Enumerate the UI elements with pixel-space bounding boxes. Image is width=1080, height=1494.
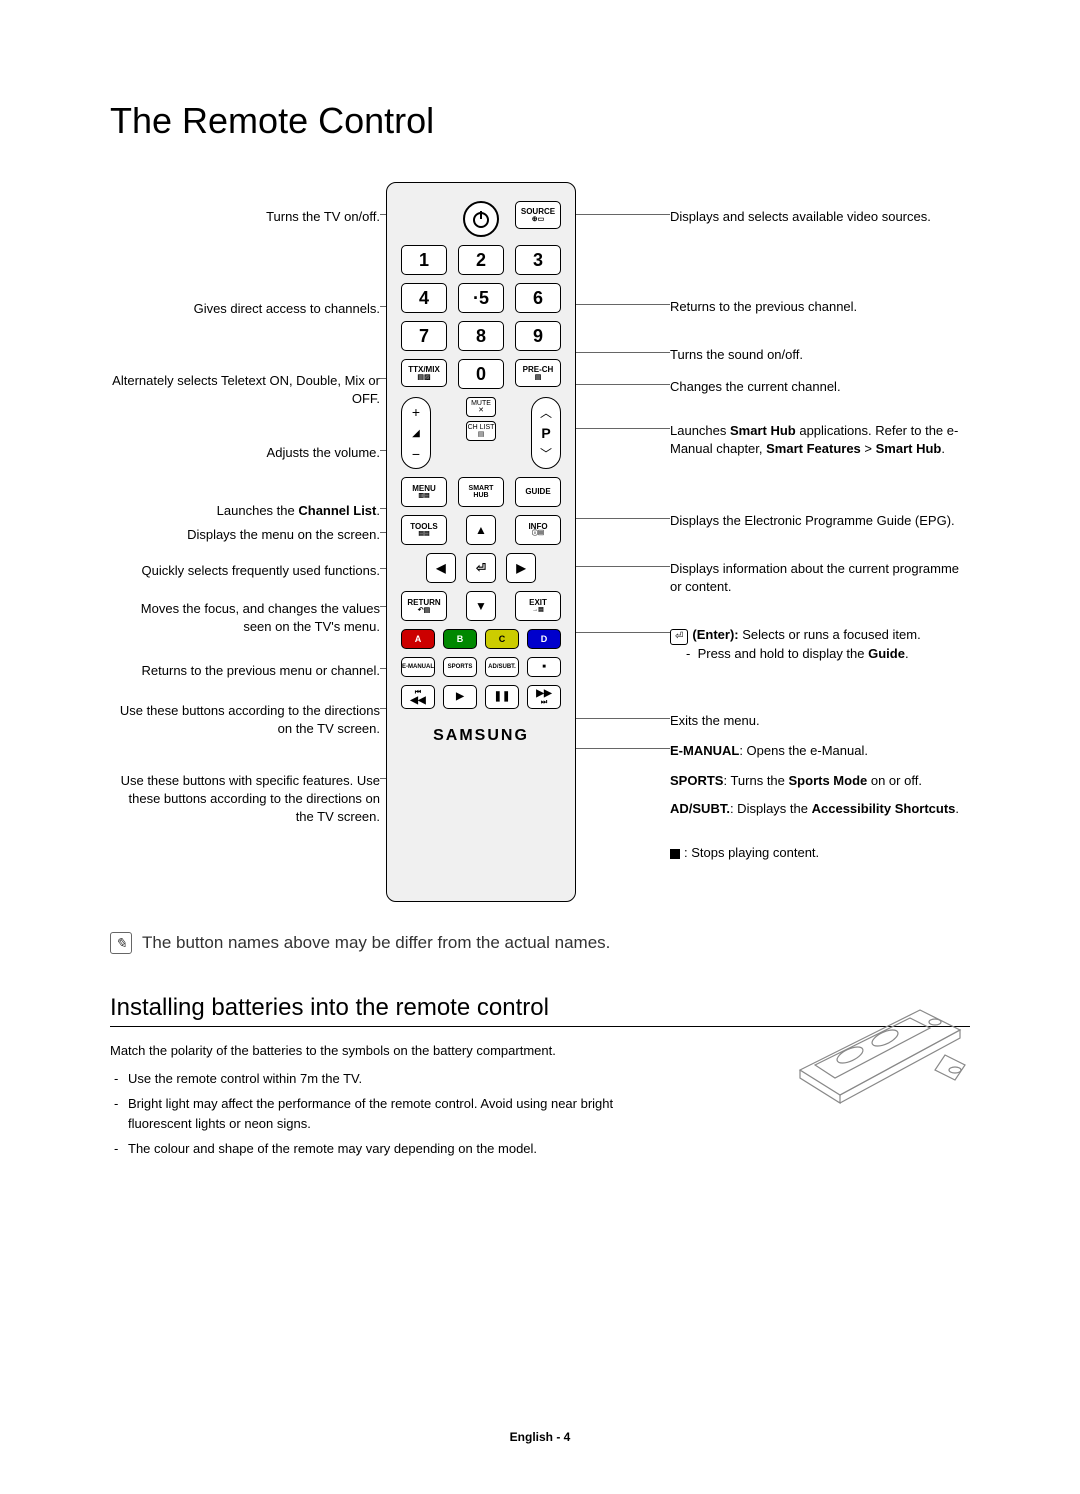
sports-button: SPORTS [443, 657, 477, 677]
pause-button: ❚❚ [485, 685, 519, 709]
label-emanual: E-MANUAL: Opens the e-Manual. [670, 742, 970, 760]
guide-button: GUIDE [515, 477, 561, 507]
play-button: ▶ [443, 685, 477, 709]
exit-button: EXIT→▤ [515, 591, 561, 621]
down-arrow: ▼ [466, 591, 496, 621]
label-guide: Displays the Electronic Programme Guide … [670, 512, 970, 530]
list-item: Bright light may affect the performance … [110, 1094, 670, 1133]
list-item: The colour and shape of the remote may v… [110, 1139, 670, 1159]
label-focus: Moves the focus, and changes the values … [110, 600, 380, 636]
forward-button: ▶▶⏭ [527, 685, 561, 709]
label-enter: ⏎(Enter): Selects or runs a focused item… [670, 626, 970, 663]
color-b-button: B [443, 629, 477, 649]
prech-button: PRE-CH▤ [515, 359, 561, 387]
note-icon: ✎ [110, 932, 132, 954]
label-tools: Quickly selects frequently used function… [110, 562, 380, 580]
num-5: ·5 [458, 283, 504, 313]
num-8: 8 [458, 321, 504, 351]
label-color: Use these buttons according to the direc… [110, 702, 380, 738]
num-9: 9 [515, 321, 561, 351]
num-0: 0 [458, 359, 504, 389]
label-power: Turns the TV on/off. [110, 208, 380, 226]
num-1: 1 [401, 245, 447, 275]
left-arrow: ◀ [426, 553, 456, 583]
page-title: The Remote Control [110, 100, 970, 142]
channel-rocker: ︿P﹀ [531, 397, 561, 469]
label-playback: Use these buttons with specific features… [110, 772, 380, 827]
label-exit: Exits the menu. [670, 712, 970, 730]
brand-logo: SAMSUNG [401, 727, 561, 745]
note: ✎ The button names above may be differ f… [110, 932, 970, 954]
volume-rocker: +◢− [401, 397, 431, 469]
label-sports: SPORTS: Turns the Sports Mode on or off. [670, 772, 970, 790]
num-4: 4 [401, 283, 447, 313]
emanual-button: E-MANUAL [401, 657, 435, 677]
page-footer: English - 4 [0, 1430, 1080, 1444]
enter-button: ⏎ [466, 553, 496, 583]
label-info: Displays information about the current p… [670, 560, 970, 596]
rewind-button: ⏮◀◀ [401, 685, 435, 709]
adsubt-button: AD/SUBT. [485, 657, 519, 677]
battery-illustration [780, 1000, 980, 1110]
list-item: Use the remote control within 7m the TV. [110, 1069, 670, 1089]
label-smarthub: Launches Smart Hub applications. Refer t… [670, 422, 970, 458]
num-3: 3 [515, 245, 561, 275]
remote-body: SOURCE⊕▭ 1 2 3 4 ·5 6 7 8 9 TTX/MIX▤▨ 0 … [386, 182, 576, 902]
smarthub-button: SMARTHUB [458, 477, 504, 507]
num-7: 7 [401, 321, 447, 351]
label-mute: Turns the sound on/off. [670, 346, 970, 364]
chlist-button: CH LIST▤ [466, 421, 496, 441]
right-arrow: ▶ [506, 553, 536, 583]
source-button: SOURCE⊕▭ [515, 201, 561, 229]
label-menu: Displays the menu on the screen. [110, 526, 380, 544]
return-button: RETURN↶▤ [401, 591, 447, 621]
label-channels: Gives direct access to channels. [110, 300, 380, 318]
color-a-button: A [401, 629, 435, 649]
num-6: 6 [515, 283, 561, 313]
info-button: INFOⓘ▤ [515, 515, 561, 545]
label-chlist: Launches the Channel List. [110, 502, 380, 520]
enter-icon: ⏎ [670, 629, 688, 645]
num-2: 2 [458, 245, 504, 275]
label-source: Displays and selects available video sou… [670, 208, 970, 226]
tools-button: TOOLS▤▤ [401, 515, 447, 545]
label-channel: Changes the current channel. [670, 378, 970, 396]
stop-button: ■ [527, 657, 561, 677]
label-return: Returns to the previous menu or channel. [110, 662, 380, 680]
label-teletext: Alternately selects Teletext ON, Double,… [110, 372, 380, 408]
label-volume: Adjusts the volume. [110, 444, 380, 462]
leader-line [562, 352, 670, 353]
color-d-button: D [527, 629, 561, 649]
menu-button: MENU▥▤ [401, 477, 447, 507]
power-button [463, 201, 499, 237]
label-stop: : Stops playing content. [670, 844, 970, 862]
color-c-button: C [485, 629, 519, 649]
ttxmix-button: TTX/MIX▤▨ [401, 359, 447, 387]
leader-line [568, 384, 670, 385]
remote-diagram: Turns the TV on/off. Gives direct access… [110, 182, 970, 902]
up-arrow: ▲ [466, 515, 496, 545]
mute-button: MUTE✕ [466, 397, 496, 417]
label-adsubt: AD/SUBT.: Displays the Accessibility Sho… [670, 800, 970, 818]
stop-icon [670, 849, 680, 859]
leader-line [568, 428, 670, 429]
label-prech: Returns to the previous channel. [670, 298, 970, 316]
